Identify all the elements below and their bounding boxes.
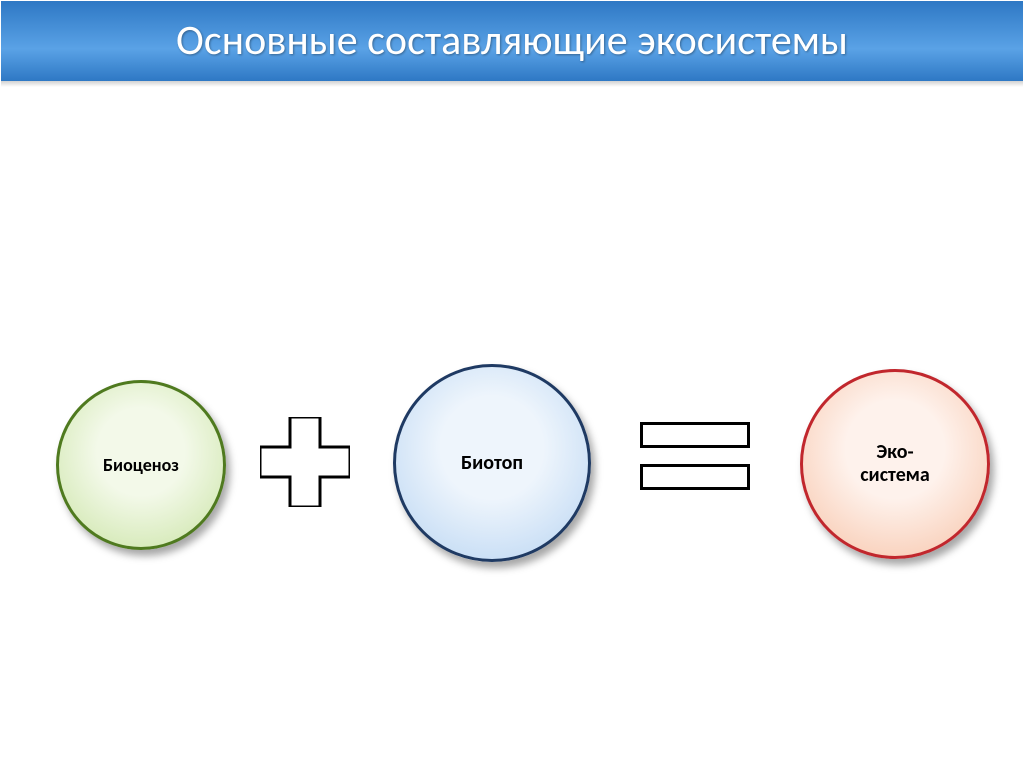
diagram-stage: Биоценоз Биотоп Эко-система bbox=[0, 82, 1024, 762]
node-ecosystem: Эко-система bbox=[800, 369, 990, 559]
page-title: Основные составляющие экосистемы bbox=[176, 15, 848, 66]
equals-icon bbox=[640, 422, 750, 490]
plus-icon bbox=[260, 417, 350, 507]
node-biocenosis-label: Биоценоз bbox=[97, 455, 185, 476]
title-bar: Основные составляющие экосистемы bbox=[0, 0, 1024, 82]
node-ecosystem-label: Эко-система bbox=[854, 441, 936, 487]
node-biocenosis: Биоценоз bbox=[56, 380, 226, 550]
node-biotope: Биотоп bbox=[393, 364, 591, 562]
node-biotope-label: Биотоп bbox=[455, 452, 529, 475]
